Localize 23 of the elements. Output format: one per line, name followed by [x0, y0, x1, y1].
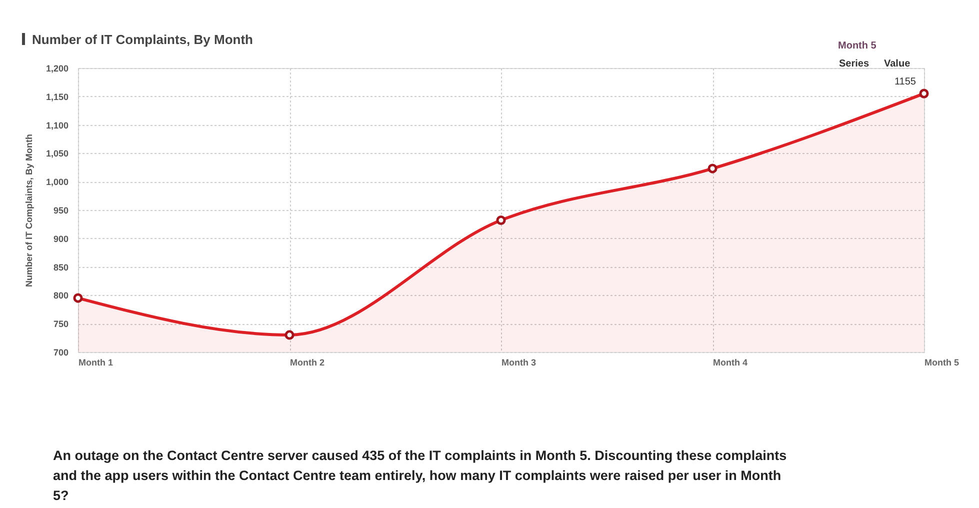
y-tick-label: 700	[53, 348, 68, 358]
annotation: Value	[884, 58, 911, 70]
y-tick-label: 1,100	[46, 120, 68, 130]
y-tick-label: 1,150	[46, 92, 68, 102]
data-label: 1155	[894, 76, 916, 88]
y-tick-label: 800	[53, 290, 68, 301]
x-tick-label: Month 2	[290, 358, 324, 368]
chart-title: Number of IT Complaints, By Month	[32, 32, 254, 47]
category-label: Month 5	[838, 40, 876, 52]
y-tick-label: 950	[53, 206, 68, 216]
y-axis-title: Number of IT Complaints, By Month	[24, 134, 34, 287]
x-tick-label: Month 1	[78, 358, 113, 368]
y-tick-label: 850	[53, 262, 68, 272]
y-tick-label: 900	[53, 234, 68, 244]
x-tick-label: Month 3	[502, 358, 536, 368]
x-tick-label: Month 4	[713, 358, 748, 368]
y-tick-label: 1,200	[46, 64, 68, 74]
text: An outage on the Contact Centre server caused 435 of the IT complaints in Month 5. Discounting these complaints and the app users within the Contact Centre team entirely, how many IT complaints were raised per user in Month 5?	[53, 448, 787, 503]
y-tick-label: 1,050	[46, 148, 68, 159]
y-tick-label: 1,000	[46, 177, 68, 188]
x-tick-label: Month 5	[924, 358, 959, 368]
annotation: Series	[839, 58, 870, 70]
y-tick-label: 750	[53, 319, 68, 330]
